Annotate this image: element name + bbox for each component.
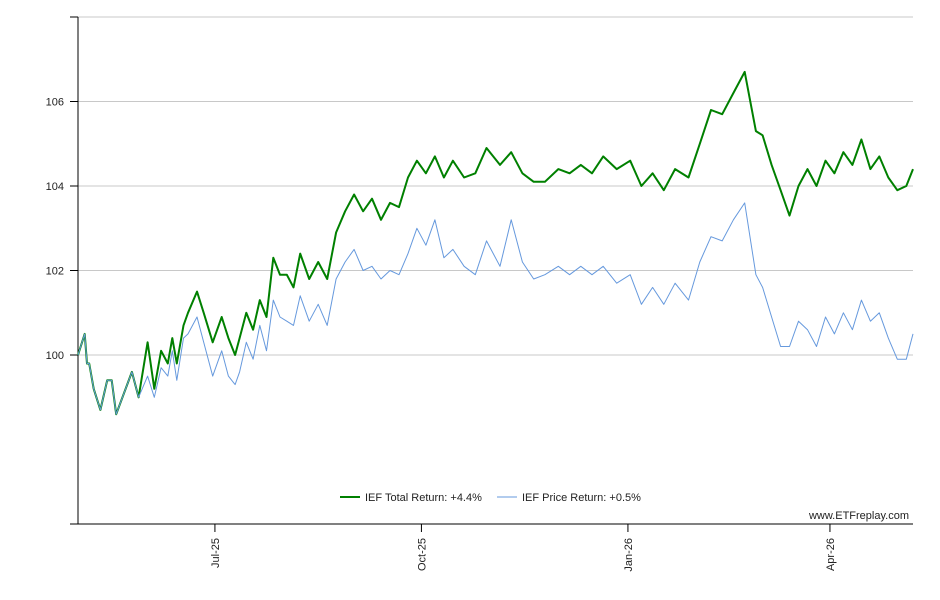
y-ticks: 100 102 104 106 bbox=[46, 16, 78, 525]
series-line-price-return bbox=[77, 202, 914, 415]
y-tick-label: 104 bbox=[46, 181, 64, 193]
legend-label-price-return: IEF Price Return: +0.5% bbox=[522, 492, 641, 504]
series-layer bbox=[77, 70, 914, 416]
watermark: www.ETFreplay.com bbox=[808, 510, 909, 522]
x-tick-label: Jul-25 bbox=[210, 538, 222, 568]
x-ticks: Jul-25 Oct-25 Jan-26 Apr-26 bbox=[210, 524, 837, 572]
y-tick-label: 100 bbox=[46, 350, 64, 362]
x-tick-label: Oct-25 bbox=[416, 538, 428, 571]
y-tick-label: 106 bbox=[46, 97, 64, 109]
series-line-total-return bbox=[77, 70, 914, 416]
x-tick-label: Apr-26 bbox=[825, 538, 837, 571]
legend-label-total-return: IEF Total Return: +4.4% bbox=[365, 492, 482, 504]
legend-item-total-return: IEF Total Return: +4.4% bbox=[340, 492, 482, 504]
legend: IEF Total Return: +4.4% IEF Price Return… bbox=[340, 492, 641, 504]
x-tick-label: Jan-26 bbox=[623, 538, 635, 572]
y-tick-label: 102 bbox=[46, 266, 64, 278]
grid-lines bbox=[78, 16, 913, 356]
legend-item-price-return: IEF Price Return: +0.5% bbox=[497, 492, 641, 504]
